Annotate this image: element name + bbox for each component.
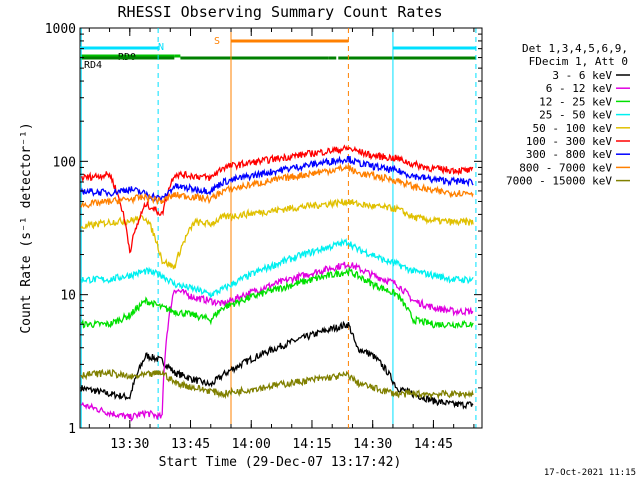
legend-header: FDecim 1, Att 0 [529,55,628,68]
x-tick-label: 13:45 [171,437,210,452]
legend-label: 50 - 100 keV [533,122,613,135]
plot-frame [79,27,483,429]
x-tick-label: 14:15 [292,437,331,452]
flag-label-rd4: RD4 [84,60,102,71]
series-line [80,261,474,422]
series-line [80,144,474,254]
attenuator-flags: RD0RD4NS [80,36,476,71]
flag-label-n: N [158,42,164,53]
legend-label: 100 - 300 keV [526,135,612,148]
legend-label: 7000 - 15000 keV [506,175,612,188]
x-axis-label: Start Time (29-Dec-07 13:17:42) [159,455,402,470]
series-line [80,320,474,410]
y-tick-label: 1 [68,422,76,437]
legend-label: 12 - 25 keV [539,95,612,108]
series-line [80,198,474,270]
y-tick-label: 1000 [45,22,76,37]
legend: Det 1,3,4,5,6,9,FDecim 1, Att 03 - 6 keV… [506,42,630,188]
footer-date: 17-Oct-2021 11:15 [544,468,636,478]
x-tick-label: 13:30 [110,437,149,452]
chart-title: RHESSI Observing Summary Count Rates [117,3,442,21]
data-series [80,144,474,422]
x-tick-label: 14:00 [232,437,271,452]
legend-label: 25 - 50 keV [539,109,612,122]
y-tick-label: 100 [53,155,76,170]
y-tick-label: 10 [60,289,76,304]
x-tick-label: 14:45 [414,437,453,452]
series-line [80,155,474,203]
y-axis-label: Count Rate (s⁻¹ detector⁻¹) [19,122,34,333]
flag-label-s: S [214,36,220,47]
series-line [80,237,474,299]
legend-label: 800 - 7000 keV [519,161,612,174]
legend-label: 3 - 6 keV [552,69,612,82]
series-line [80,266,474,330]
legend-label: 6 - 12 keV [546,82,613,95]
x-axis-ticks: 13:30 13:45 14:00 14:15 14:30 14:45 [88,28,475,452]
x-tick-label: 14:30 [353,437,392,452]
legend-header: Det 1,3,4,5,6,9, [522,42,628,55]
y-axis-ticks: 1 10 100 1000 [45,22,482,437]
series-line [80,163,474,209]
legend-label: 300 - 800 keV [526,148,612,161]
series-line [80,368,474,400]
